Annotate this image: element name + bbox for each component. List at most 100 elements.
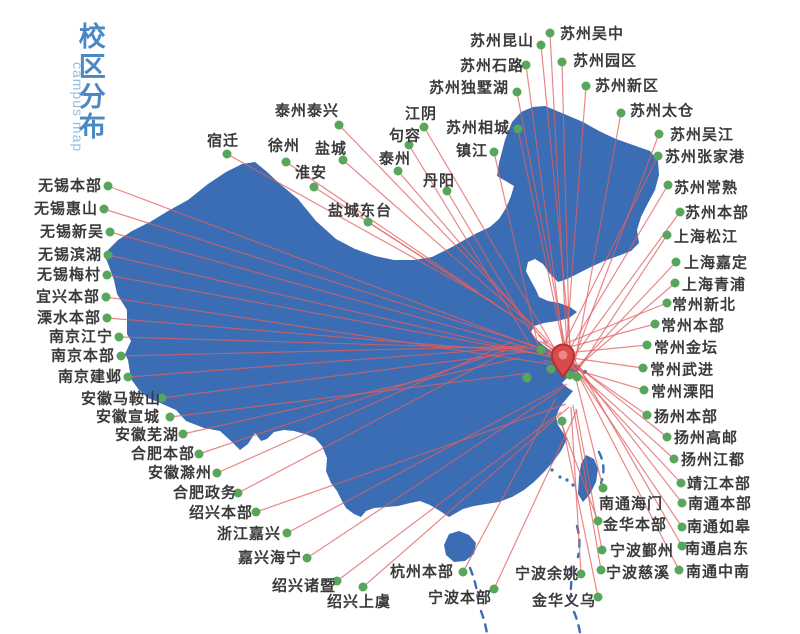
campus-dot <box>338 155 348 165</box>
campus-dot <box>393 166 403 176</box>
campus-label-dots <box>99 28 687 602</box>
connector-line <box>107 185 557 356</box>
campus-label: 常州武进 <box>649 361 715 379</box>
campus-dot <box>677 522 687 532</box>
connector-line <box>105 296 550 365</box>
connector-line <box>367 221 531 328</box>
campus-dot <box>598 483 608 493</box>
campus-dot <box>194 449 204 459</box>
campus-dot <box>654 129 664 139</box>
campus-label: 安徽宣城 <box>95 408 161 426</box>
campus-dot <box>677 498 687 508</box>
connector-line <box>103 208 555 353</box>
campus-dot <box>663 180 673 190</box>
campus-label: 镇江 <box>455 142 489 160</box>
campus-dot <box>596 565 606 575</box>
connector-line <box>576 234 668 373</box>
connector-line <box>559 419 599 522</box>
campus-label: 绍兴诸暨 <box>271 577 337 595</box>
campus-dot <box>222 149 232 159</box>
campus-label: 金华义乌 <box>531 592 597 610</box>
campus-dot <box>653 151 663 161</box>
campus-dot <box>557 57 567 67</box>
campus-label: 浙江嘉兴 <box>216 525 282 543</box>
campus-label: 苏州吴中 <box>559 25 625 43</box>
connector-line <box>575 408 603 551</box>
campus-dot <box>536 40 546 50</box>
campus-label: 宜兴本部 <box>35 288 101 306</box>
campus-label: 溧水本部 <box>36 309 102 327</box>
campus-label: 无锡滨湖 <box>37 246 103 264</box>
connector-line <box>237 352 505 494</box>
campus-label: 江阴 <box>404 105 438 123</box>
connector-lines <box>103 32 683 598</box>
campus-label: 南京江宁 <box>48 328 114 346</box>
campus-label: 安徽滁州 <box>147 464 213 482</box>
connector-line <box>446 190 542 350</box>
china-mainland-shape <box>104 106 659 517</box>
campus-label: 苏州张家港 <box>664 148 746 166</box>
campus-label: 泰州泰兴 <box>274 102 340 120</box>
headquarters-pin-icon <box>550 343 576 379</box>
campus-label: 苏州园区 <box>572 52 638 70</box>
connector-line <box>493 409 578 590</box>
campus-dot <box>281 157 291 167</box>
campus-dot <box>642 410 652 420</box>
connector-line <box>216 340 514 474</box>
campus-label: 苏州太仓 <box>629 102 695 120</box>
connector-line <box>577 261 677 367</box>
campus-dot <box>334 120 344 130</box>
campus-label: 上海松江 <box>673 228 739 246</box>
campus-label: 南通如皋 <box>686 518 752 536</box>
campus-label: 宁波余姚 <box>514 565 580 583</box>
campus-label: 苏州相城 <box>445 119 511 137</box>
connector-line <box>566 211 681 367</box>
campus-dot <box>642 340 652 350</box>
campus-dot <box>302 553 312 563</box>
campus-label: 绍兴本部 <box>188 504 254 522</box>
connector-line <box>568 133 660 373</box>
campus-dot <box>212 468 222 478</box>
campus-label: 南京本部 <box>50 347 116 365</box>
campus-dot <box>512 87 522 97</box>
campus-label: 句容 <box>388 127 422 145</box>
page-title: 校区分布 <box>74 22 105 142</box>
campus-dot <box>442 186 452 196</box>
campus-label: 金华本部 <box>602 516 668 534</box>
campus-label: 上海青浦 <box>681 276 747 294</box>
connector-line <box>574 112 622 363</box>
map-city-dots <box>522 345 582 426</box>
campus-label: 靖江本部 <box>686 475 752 493</box>
campus-dot <box>233 488 243 498</box>
campus-dot <box>545 28 555 38</box>
connector-line <box>127 346 526 378</box>
connector-line <box>566 352 680 571</box>
campus-label: 苏州石路 <box>459 57 525 75</box>
campus-label: 淮安 <box>294 164 328 182</box>
campus-label: 常州金坛 <box>653 339 719 357</box>
campus-label: 安徽马鞍山 <box>80 390 162 408</box>
campus-label: 宁波慈溪 <box>605 564 671 582</box>
campus-dot <box>662 230 672 240</box>
connector-line <box>423 126 557 352</box>
connector-line <box>118 336 530 350</box>
campus-label: 南通海门 <box>598 495 664 513</box>
campus-dot <box>674 565 684 575</box>
campus-dot <box>662 298 672 308</box>
campus-label: 南京建邺 <box>57 368 123 386</box>
campus-dot <box>458 567 468 577</box>
campus-dot <box>489 584 499 594</box>
campus-label: 扬州本部 <box>653 408 719 426</box>
connector-line <box>564 85 587 367</box>
campus-label: 常州新北 <box>671 296 737 314</box>
campus-label: 宁波本部 <box>427 589 493 607</box>
campus-label: 嘉兴海宁 <box>237 549 303 567</box>
campus-label: 常州本部 <box>660 317 726 335</box>
campus-label: 合肥政务 <box>172 484 238 502</box>
campus-dot <box>521 60 531 70</box>
campus-label: 合肥本部 <box>130 445 196 463</box>
campus-label: 宿迁 <box>206 132 240 150</box>
connector-line <box>462 397 557 573</box>
